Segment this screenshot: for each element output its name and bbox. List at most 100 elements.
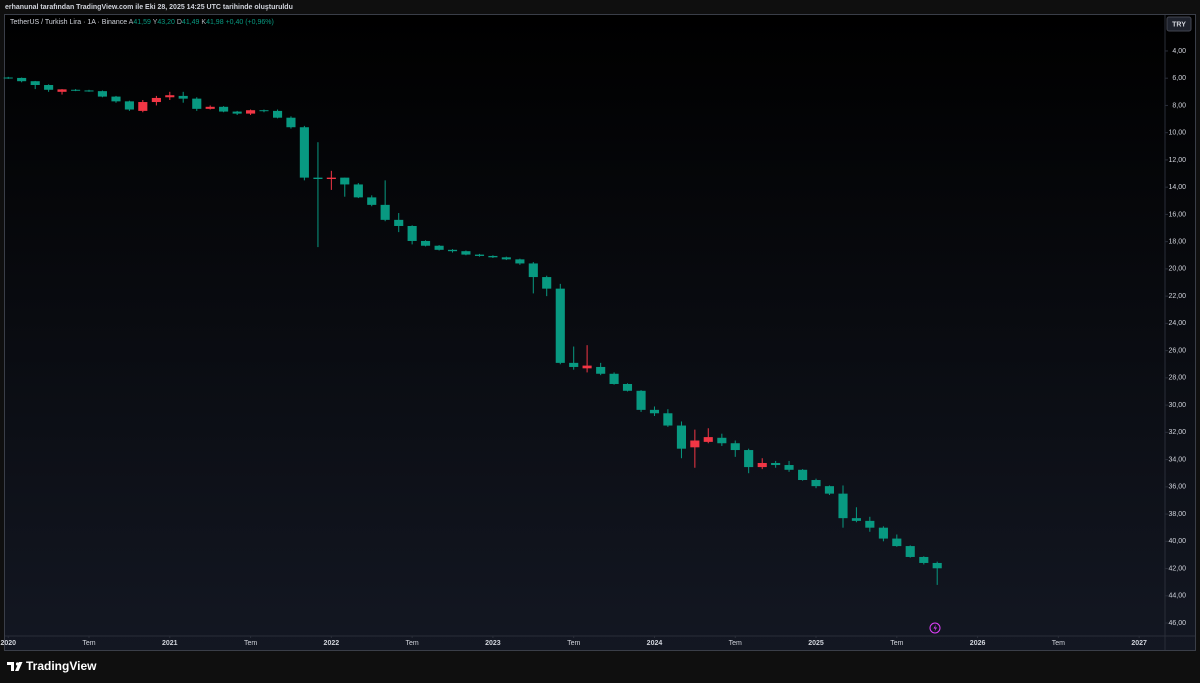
legend-key: D bbox=[177, 19, 182, 26]
chart-frame bbox=[4, 14, 1196, 651]
candle-body bbox=[326, 177, 336, 179]
brand-logo bbox=[7, 662, 23, 671]
legend-change: +0,40 (+0,96%) bbox=[226, 19, 274, 26]
y-tick-label: 20,00 bbox=[1168, 266, 1186, 273]
candle-body bbox=[219, 106, 229, 112]
candle-body bbox=[44, 85, 54, 90]
candle-body bbox=[299, 127, 309, 178]
candle-body bbox=[717, 437, 727, 444]
candle-body bbox=[851, 518, 861, 521]
candle-body bbox=[407, 225, 417, 241]
y-tick-label: 14,00 bbox=[1168, 184, 1186, 191]
candle-body bbox=[272, 110, 283, 118]
candle-body bbox=[757, 462, 767, 468]
x-tick-label: Tem bbox=[82, 640, 95, 647]
candle-body bbox=[434, 245, 444, 250]
event-icon-bolt bbox=[933, 624, 937, 632]
candle-body bbox=[313, 177, 323, 179]
x-tick-label: Tem bbox=[406, 640, 419, 647]
candle-body bbox=[905, 546, 915, 557]
candle-body bbox=[57, 89, 67, 92]
candle-body bbox=[596, 366, 606, 374]
x-tick-label: Tem bbox=[729, 640, 742, 647]
x-tick-label: Tem bbox=[567, 640, 580, 647]
candle-body bbox=[353, 184, 363, 198]
candle-body bbox=[609, 373, 619, 384]
y-tick-label: 40,00 bbox=[1168, 538, 1186, 545]
candle-body bbox=[878, 527, 888, 539]
legend-key: K bbox=[201, 19, 206, 26]
header-caption: erhanunal tarafından TradingView.com ile… bbox=[5, 4, 293, 11]
y-tick-label: 18,00 bbox=[1168, 238, 1186, 245]
candle-body bbox=[97, 91, 107, 97]
legend-symbol: TetherUS / Turkish Lira · 1A · Binance bbox=[10, 19, 127, 26]
y-tick-label: 32,00 bbox=[1168, 429, 1186, 436]
y-tick-label: 34,00 bbox=[1168, 456, 1186, 463]
candle-body bbox=[447, 249, 458, 252]
candle-body bbox=[367, 197, 377, 205]
candle-body bbox=[919, 556, 929, 563]
legend-value: 41,98 bbox=[206, 19, 224, 26]
candle-body bbox=[488, 255, 498, 258]
x-tick-label: Tem bbox=[1052, 640, 1065, 647]
x-tick-label: Tem bbox=[890, 640, 903, 647]
candle-body bbox=[542, 277, 552, 289]
y-tick-label: 22,00 bbox=[1168, 293, 1186, 300]
candle-body bbox=[636, 390, 646, 410]
x-tick-label: 2020 bbox=[0, 640, 16, 647]
y-tick-label: 36,00 bbox=[1168, 484, 1186, 491]
candle-body bbox=[865, 520, 875, 528]
candle-body bbox=[138, 102, 148, 111]
candle-body bbox=[582, 365, 592, 369]
candle-body bbox=[811, 480, 821, 487]
candle-body bbox=[663, 413, 673, 426]
candle-body bbox=[380, 204, 390, 220]
y-tick-label: 8,00 bbox=[1172, 102, 1186, 109]
candle-body bbox=[246, 110, 256, 114]
y-tick-label: 4,00 bbox=[1172, 48, 1186, 55]
candle-body bbox=[165, 95, 175, 98]
candle-body bbox=[515, 259, 525, 264]
candle-body bbox=[838, 493, 848, 519]
legend-value: 43,20 bbox=[157, 19, 175, 26]
x-tick-label: 2025 bbox=[808, 640, 824, 647]
candle-body bbox=[461, 251, 471, 255]
y-tick-label: 24,00 bbox=[1168, 320, 1186, 327]
event-icon[interactable] bbox=[929, 622, 941, 634]
currency-label[interactable]: TRY bbox=[1172, 21, 1186, 28]
candle-body bbox=[744, 450, 754, 468]
candle-body bbox=[703, 437, 713, 442]
candle-body bbox=[30, 81, 40, 86]
y-tick-label: 44,00 bbox=[1168, 593, 1186, 600]
plot bbox=[3, 76, 942, 585]
candle-body bbox=[555, 288, 565, 363]
candle-body bbox=[205, 106, 215, 109]
y-tick-label: 42,00 bbox=[1168, 565, 1186, 572]
candle-body bbox=[340, 177, 350, 185]
candle-body bbox=[151, 97, 161, 103]
y-tick-label: 46,00 bbox=[1168, 620, 1186, 627]
candle-body bbox=[286, 117, 296, 128]
candle-body bbox=[124, 101, 134, 110]
candle-body bbox=[676, 425, 687, 449]
candle-body bbox=[420, 240, 431, 246]
currency-button[interactable] bbox=[1166, 16, 1192, 32]
candle-body bbox=[690, 440, 700, 448]
legend-key: A bbox=[129, 19, 134, 26]
candle-body bbox=[394, 219, 404, 226]
y-tick-label: 10,00 bbox=[1168, 130, 1186, 137]
candle-body bbox=[528, 263, 538, 278]
x-tick-label: 2022 bbox=[324, 640, 340, 647]
candle-body bbox=[84, 90, 94, 92]
candle-body bbox=[232, 111, 242, 114]
candle-body bbox=[730, 443, 740, 451]
candle-body bbox=[474, 254, 485, 256]
candle-body bbox=[932, 562, 942, 569]
candle-body bbox=[3, 77, 13, 79]
y-tick-label: 38,00 bbox=[1168, 511, 1186, 518]
x-tick-label: 2027 bbox=[1131, 640, 1147, 647]
y-tick-label: 16,00 bbox=[1168, 211, 1186, 218]
candle-body bbox=[71, 89, 81, 91]
